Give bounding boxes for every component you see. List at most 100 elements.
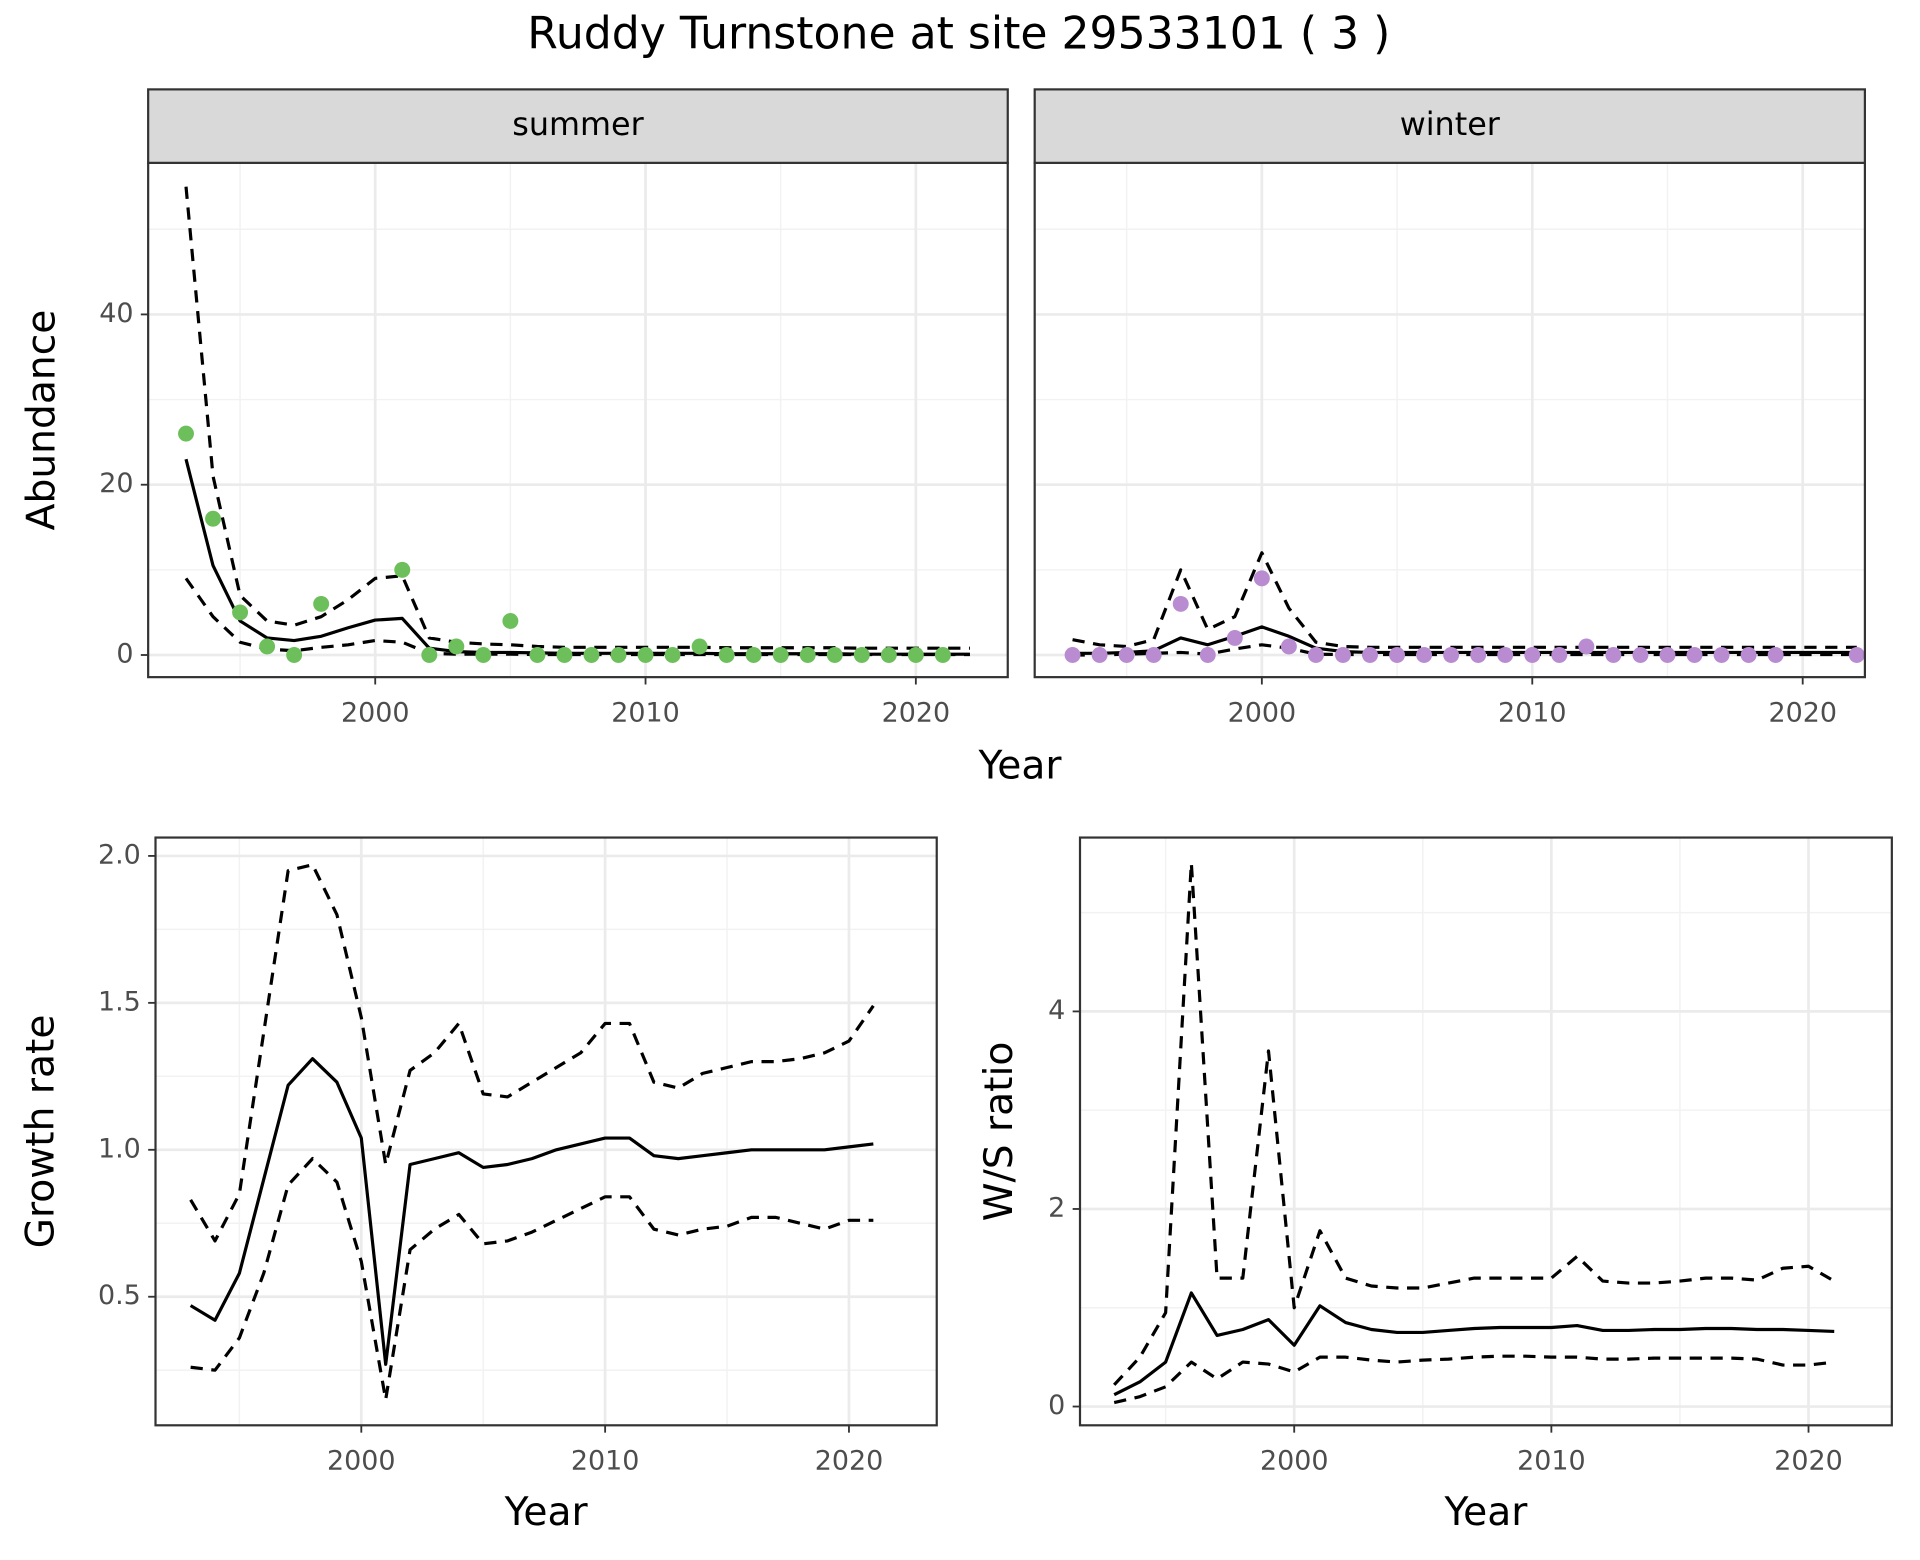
data-point [826,647,843,663]
data-point [880,647,897,663]
data-point [556,647,573,663]
x-tick-label: 2010 [571,1446,640,1477]
x-tick-label: 2010 [1517,1446,1586,1477]
y-tick-label: 0.5 [98,1280,141,1311]
data-point [1578,638,1595,655]
data-point [1659,647,1676,663]
data-point [1470,647,1487,663]
data-point [610,647,627,663]
data-point [664,647,681,663]
data-point [637,647,654,663]
panel-background [148,162,1008,678]
data-point [799,647,816,663]
data-point [205,510,221,527]
y-tick-label: 2.0 [98,839,141,870]
panel-background [1080,837,1892,1426]
data-point [1389,647,1406,663]
fit-line [1113,1291,1835,1397]
data-point [1524,647,1541,663]
data-point [313,595,330,612]
data-point [1551,647,1568,663]
y-tick-label: 2 [1048,1192,1065,1223]
y-axis-title: W/S ratio [977,1042,1022,1222]
data-point [934,647,951,663]
interval-line [1113,861,1836,1386]
x-tick-label: 2000 [341,697,410,728]
x-axis-title: Year [504,1490,589,1535]
data-point [745,647,762,663]
y-tick-label: 1.5 [98,986,141,1017]
strip-background [147,88,1009,164]
x-tick-label: 2020 [815,1446,884,1477]
x-axis-title: Year [1443,1490,1528,1535]
data-point [1199,647,1216,663]
data-point [1335,647,1351,663]
data-point [772,647,789,663]
data-point [1416,647,1433,663]
y-tick-label: 0 [116,639,133,670]
data-point [1848,647,1865,663]
panel-border [1078,836,1893,1427]
x-tick-label: 2020 [1768,697,1837,728]
y-tick-label: 0 [1048,1390,1065,1421]
y-axis-title: Abundance [20,310,65,531]
figure-title: Ruddy Turnstone at site 29533101 ( 3 ) [527,9,1390,60]
data-point [1605,647,1622,663]
y-tick-label: 1.0 [98,1133,141,1164]
panel-background [155,837,937,1426]
x-tick-label: 2020 [882,697,951,728]
data-point [394,561,411,578]
data-point [1253,570,1270,587]
data-point [529,647,546,663]
x-tick-label: 2000 [1260,1446,1329,1477]
data-point [178,425,194,442]
data-point [583,647,600,663]
data-point [1226,630,1243,646]
y-tick-label: 20 [99,468,133,499]
data-point [718,647,735,663]
data-point [1307,647,1324,663]
data-point [259,638,276,655]
x-tick-label: 2020 [1774,1446,1843,1477]
data-point [475,647,492,663]
data-point [691,638,708,655]
interval-line [1113,1354,1835,1405]
data-point [286,647,303,663]
fit-line [189,1057,874,1366]
interval-line [1072,551,1857,649]
data-point [1091,647,1108,663]
data-point [1740,647,1757,663]
strip-background [1033,88,1866,164]
data-point [1145,647,1162,663]
data-point [1632,647,1649,663]
y-tick-label: 4 [1048,995,1065,1026]
x-axis-title: Year [978,743,1063,788]
data-point [1280,638,1297,655]
data-point [1118,647,1135,663]
panel-border [154,836,938,1427]
x-tick-label: 2010 [1498,697,1567,728]
interval-line [184,186,970,650]
y-tick-label: 40 [99,298,133,329]
x-tick-label: 2000 [1228,697,1297,728]
data-point [853,647,870,663]
data-point [1172,595,1189,612]
data-point [232,604,249,621]
data-point [1362,647,1378,663]
interval-line [189,863,875,1243]
strip-label: summer [512,105,644,143]
panel-background [1034,162,1865,678]
data-point [421,647,438,663]
data-point [1686,647,1703,663]
data-point [1713,647,1730,663]
data-point [1767,647,1784,663]
data-point [1064,647,1081,663]
strip-label: winter [1400,105,1501,143]
interval-line [190,1157,874,1402]
data-point [448,638,465,655]
x-tick-label: 2010 [611,697,680,728]
data-point [907,647,924,663]
data-point [1497,647,1514,663]
y-axis-title: Growth rate [18,1015,63,1249]
